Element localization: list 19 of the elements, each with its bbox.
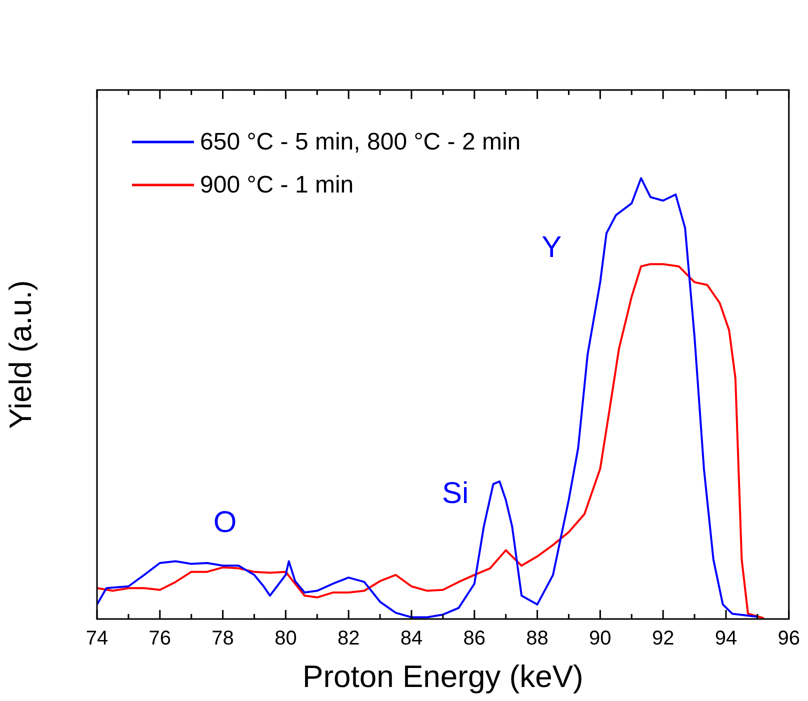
x-axis-title: Proton Energy (keV)	[302, 658, 584, 694]
x-tick-label: 74	[86, 628, 108, 650]
x-tick-label: 96	[778, 628, 800, 650]
x-tick-label: 90	[589, 628, 612, 650]
y-axis-title: Yield (a.u.)	[3, 280, 38, 429]
x-tick-label: 88	[526, 628, 548, 650]
x-tick-label: 78	[212, 628, 234, 650]
x-tick-label: 86	[463, 628, 486, 650]
x-tick-label: 92	[652, 628, 674, 650]
x-tick-label: 80	[274, 628, 297, 650]
legend-label: 900 °C - 1 min	[200, 172, 354, 199]
legend-label: 650 °C - 5 min, 800 °C - 2 min	[200, 128, 521, 156]
annotation: Y	[542, 230, 562, 264]
x-tick-label: 84	[400, 628, 423, 650]
annotation: Si	[442, 476, 469, 510]
x-tick-label: 94	[714, 628, 738, 650]
x-tick-label: 82	[337, 628, 360, 650]
annotation: O	[213, 506, 237, 540]
x-tick-label: 76	[148, 628, 172, 650]
